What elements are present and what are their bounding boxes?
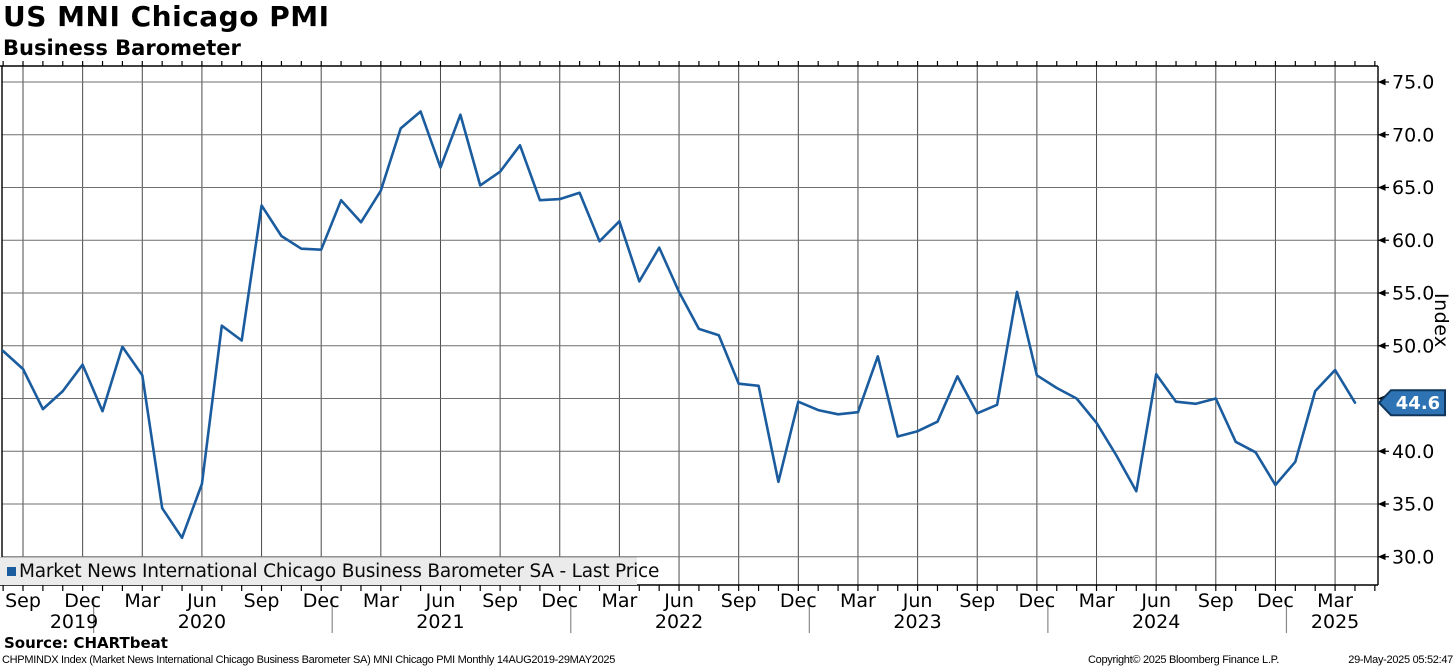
copyright-notice: Copyright© 2025 Bloomberg Finance L.P. [1088,654,1279,666]
x-axis-label: Jun [425,590,456,612]
y-tick-arrow-icon [1378,342,1386,350]
x-axis-label: Dec [303,590,340,612]
x-axis-label: Mar [1079,590,1115,612]
source-label: Source: CHARTbeat [4,634,168,652]
y-axis-label: 65.0 [1392,177,1434,199]
last-price-badge-shape [1377,389,1446,417]
year-label: 2021 [416,611,464,633]
year-label: 2019 [50,611,98,633]
x-axis-label: Dec [64,590,101,612]
x-axis-label: Jun [1140,590,1171,612]
y-axis-label: 40.0 [1392,441,1434,463]
ticker-description: CHPMINDX Index (Market News Internationa… [2,654,616,666]
x-axis-label: Mar [1317,590,1353,612]
price-line [1,110,1357,540]
chart-generated-layer: 75.070.065.060.055.050.045.040.035.030.0… [0,61,1434,633]
x-axis-label: Mar [840,590,876,612]
y-axis-label: 30.0 [1392,546,1434,568]
y-axis-label: 60.0 [1392,230,1434,252]
x-axis-label: Mar [363,590,399,612]
x-axis-label: Sep [721,590,757,612]
y-axis-label: 50.0 [1392,335,1434,357]
x-axis-label: Dec [541,590,578,612]
x-axis-label: Dec [1257,590,1294,612]
y-tick-arrow-icon [1378,184,1386,191]
year-label: 2022 [655,611,703,633]
y-tick-arrow-icon [1378,553,1386,561]
y-tick-arrow-icon [1378,447,1386,455]
x-axis-label: Sep [5,590,41,612]
year-label: 2023 [893,611,941,633]
x-axis-label: Sep [1198,590,1234,612]
x-axis-label: Sep [244,590,280,612]
y-tick-arrow-icon [1378,500,1386,508]
year-label: 2025 [1311,611,1359,633]
page-subtitle: Business Barometer [3,36,241,60]
y-axis-label: 75.0 [1392,72,1434,94]
y-axis-label: 55.0 [1392,283,1434,305]
page-title: US MNI Chicago PMI [3,0,330,33]
x-axis-label: Mar [124,590,160,612]
x-axis-label: Jun [186,590,217,612]
y-axis-label: 70.0 [1392,124,1434,146]
y-tick-arrow-icon [1378,289,1386,297]
last-price-value: 44.6 [1396,393,1440,414]
x-axis-label: Jun [663,590,694,612]
y-tick-arrow-icon [1378,236,1386,244]
y-tick-arrow-icon [1378,131,1386,139]
y-axis-title: Index [1430,293,1452,348]
x-axis-label: Dec [1018,590,1055,612]
blue-square-icon [7,567,16,576]
x-axis-label: Dec [780,590,817,612]
legend-label: Market News International Chicago Busine… [19,561,660,582]
x-axis-label: Sep [482,590,518,612]
year-label: 2024 [1132,611,1180,633]
x-axis-label: Sep [959,590,995,612]
y-axis-label: 35.0 [1392,494,1434,516]
x-axis-label: Mar [601,590,637,612]
year-label: 2020 [178,611,226,633]
x-axis-label: Jun [902,590,933,612]
timestamp: 29-May-2025 05:52:47 [1348,654,1453,666]
last-price-badge: 44.6 [1377,389,1446,417]
legend-item[interactable]: Market News International Chicago Busine… [0,557,659,585]
y-tick-arrow-icon [1378,78,1386,86]
